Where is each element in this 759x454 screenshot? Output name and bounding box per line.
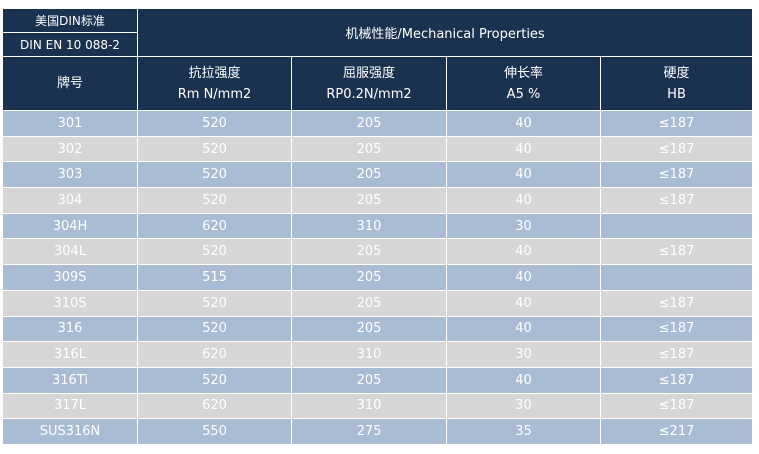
column-label: 伸长率 (503, 65, 543, 81)
tensile-strength-cell: 520 (137, 238, 292, 266)
hardness-cell: ≤187 (599, 289, 754, 317)
yield-strength-cell: 205 (291, 135, 447, 163)
elongation-cell: 40 (446, 161, 601, 189)
elongation-cell: 40 (446, 187, 601, 214)
yield-strength-cell: 310 (291, 392, 447, 420)
yield-strength-cell: 310 (291, 341, 447, 368)
mechanical-properties-table: 美国DIN标准 机械性能/Mechanical Properties DIN E… (2, 8, 754, 445)
column-unit: A5 % (506, 86, 541, 102)
yield-strength-cell: 205 (291, 366, 447, 394)
elongation-cell: 30 (446, 212, 601, 240)
column-unit: RP0.2N/mm2 (326, 86, 412, 102)
grade-cell: 301 (2, 110, 138, 137)
yield-strength-cell: 275 (291, 418, 447, 445)
column-label: 屈服强度 (342, 65, 395, 81)
hardness-cell: ≤187 (599, 135, 754, 163)
table-header: 美国DIN标准 机械性能/Mechanical Properties DIN E… (2, 8, 754, 111)
grade-cell: SUS316N (2, 418, 138, 445)
grade-cell: 302 (2, 135, 138, 163)
table-row: 310S 520 205 40 ≤187 (2, 289, 754, 317)
table-row: 304H 620 310 30 (2, 212, 754, 240)
table-row: SUS316N 550 275 35 ≤217 (2, 418, 754, 445)
yield-strength-cell: 205 (291, 315, 447, 343)
grade-cell: 304 (2, 187, 138, 214)
grade-cell: 316 (2, 315, 138, 343)
elongation-cell: 40 (446, 135, 601, 163)
elongation-cell: 30 (446, 341, 601, 368)
column-unit: Rm N/mm2 (177, 86, 252, 102)
tensile-strength-cell: 515 (137, 264, 292, 291)
tensile-strength-cell: 620 (137, 212, 292, 240)
hardness-cell: ≤187 (599, 392, 754, 420)
yield-strength-cell: 205 (291, 289, 447, 317)
tensile-strength-cell: 520 (137, 315, 292, 343)
column-header-elongation: 伸长率 A5 % (446, 56, 601, 111)
yield-strength-cell: 310 (291, 212, 447, 240)
table-row: 316Ti 520 205 40 ≤187 (2, 366, 754, 394)
column-header-tensile-strength: 抗拉强度 Rm N/mm2 (137, 56, 292, 111)
table-row: 304L 520 205 40 ≤187 (2, 238, 754, 266)
table-row: 301 520 205 40 ≤187 (2, 110, 754, 137)
grade-cell: 317L (2, 392, 138, 420)
tensile-strength-cell: 520 (137, 289, 292, 317)
column-label: 硬度 (663, 65, 690, 81)
tensile-strength-cell: 520 (137, 110, 292, 137)
elongation-cell: 40 (446, 289, 601, 317)
table-row: 303 520 205 40 ≤187 (2, 161, 754, 189)
table-row: 317L 620 310 30 ≤187 (2, 392, 754, 420)
tensile-strength-cell: 620 (137, 341, 292, 368)
table-row: 316 520 205 40 ≤187 (2, 315, 754, 343)
hardness-cell: ≤187 (599, 161, 754, 189)
elongation-cell: 40 (446, 315, 601, 343)
table-row: 316L 620 310 30 ≤187 (2, 341, 754, 368)
elongation-cell: 30 (446, 392, 601, 420)
elongation-cell: 35 (446, 418, 601, 445)
hardness-cell: ≤217 (599, 418, 754, 445)
table-body: 301 520 205 40 ≤187 302 520 205 40 ≤187 303 520 205 4… (2, 110, 754, 445)
yield-strength-cell: 205 (291, 110, 447, 137)
hardness-cell: ≤187 (599, 110, 754, 137)
hardness-cell (599, 264, 754, 291)
column-header-grade: 牌号 (2, 56, 138, 111)
yield-strength-cell: 205 (291, 187, 447, 214)
yield-strength-cell: 205 (291, 264, 447, 291)
standard-code-cell: DIN EN 10 088-2 (2, 32, 138, 57)
grade-cell: 309S (2, 264, 138, 291)
yield-strength-cell: 205 (291, 161, 447, 189)
table-row: 302 520 205 40 ≤187 (2, 135, 754, 163)
elongation-cell: 40 (446, 110, 601, 137)
standard-name-cell: 美国DIN标准 (2, 8, 138, 33)
column-header-row: 牌号 抗拉强度 Rm N/mm2 屈服强度 RP0.2N/mm2 伸长率 A5 … (2, 56, 754, 111)
table-title: 机械性能/Mechanical Properties (136, 8, 754, 57)
hardness-cell: ≤187 (599, 341, 754, 368)
yield-strength-cell: 205 (291, 238, 447, 266)
tensile-strength-cell: 520 (137, 135, 292, 163)
grade-cell: 310S (2, 289, 138, 317)
tensile-strength-cell: 520 (137, 187, 292, 214)
column-header-hardness: 硬度 HB (599, 56, 754, 111)
hardness-cell: ≤187 (599, 315, 754, 343)
grade-cell: 316Ti (2, 366, 138, 394)
table-row: 309S 515 205 40 (2, 264, 754, 291)
tensile-strength-cell: 520 (137, 366, 292, 394)
hardness-cell (599, 212, 754, 240)
grade-cell: 304L (2, 238, 138, 266)
column-unit: HB (667, 86, 686, 102)
hardness-cell: ≤187 (599, 238, 754, 266)
column-header-yield-strength: 屈服强度 RP0.2N/mm2 (291, 56, 447, 111)
tensile-strength-cell: 620 (137, 392, 292, 420)
elongation-cell: 40 (446, 366, 601, 394)
tensile-strength-cell: 520 (137, 161, 292, 189)
hardness-cell: ≤187 (599, 366, 754, 394)
column-label: 抗拉强度 (188, 65, 241, 81)
column-label: 牌号 (56, 76, 83, 91)
tensile-strength-cell: 550 (137, 418, 292, 445)
grade-cell: 303 (2, 161, 138, 189)
hardness-cell: ≤187 (599, 187, 754, 214)
grade-cell: 304H (2, 212, 138, 240)
elongation-cell: 40 (446, 238, 601, 266)
elongation-cell: 40 (446, 264, 601, 291)
grade-cell: 316L (2, 341, 138, 368)
table-row: 304 520 205 40 ≤187 (2, 187, 754, 214)
